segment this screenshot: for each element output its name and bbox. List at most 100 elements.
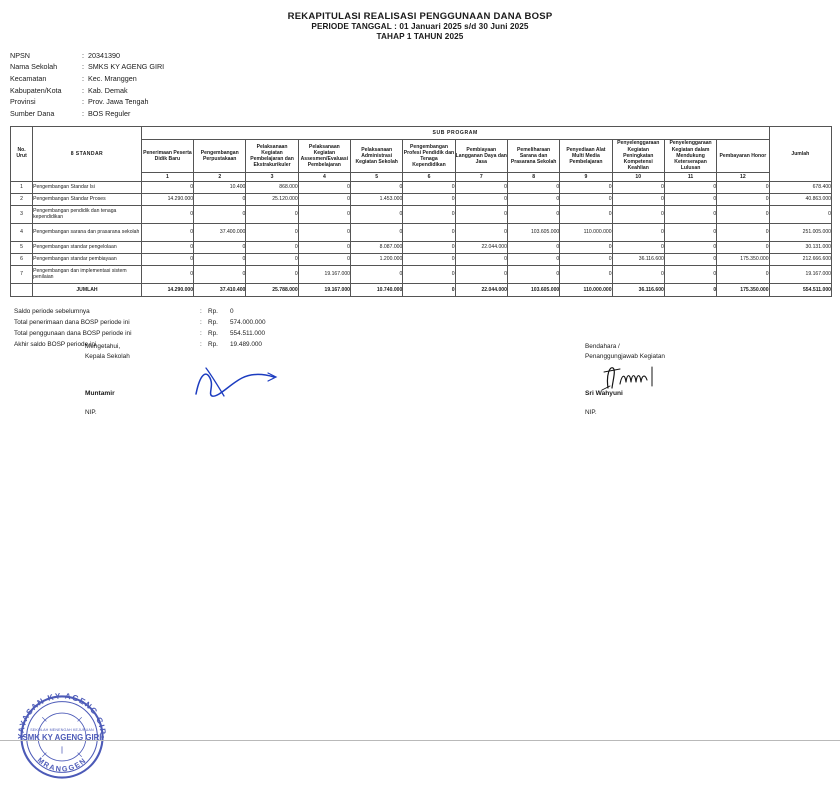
row-no: 4	[9, 222, 34, 242]
cell-col-9: 0	[559, 264, 613, 284]
signature-left-nip: NIP.	[85, 409, 97, 417]
cell-col-2: 10.400	[193, 180, 247, 194]
cell-col-12: 0	[716, 192, 770, 206]
summary-row-total-penggunaan: Total penggunaan dana BOSP periode ini :…	[14, 328, 840, 339]
summary-amount: 574.000.000	[230, 318, 266, 326]
cell-col-1: 0	[140, 252, 195, 266]
identity-colon: :	[82, 85, 84, 95]
cell-col-2: 37.400.000	[193, 222, 247, 242]
summary-colon: :	[200, 341, 202, 349]
header-jumlah: Jumlah	[768, 126, 833, 182]
total-col-12: 175.350.000	[716, 282, 770, 297]
cell-col-9: 0	[559, 180, 613, 194]
identity-label: NPSN	[10, 50, 30, 60]
row-no: 2	[9, 192, 34, 206]
row-no: 1	[9, 180, 34, 194]
identity-colon: :	[82, 97, 84, 107]
cell-col-8: 103.605.000	[506, 222, 561, 242]
cell-col-10: 36.116.600	[611, 252, 665, 266]
signature-area: Mengetahui, Kepala Sekolah Muntamir NIP.…	[0, 342, 840, 779]
cell-col-10: 0	[611, 204, 665, 224]
cell-col-10: 0	[611, 192, 665, 206]
total-col-7: 22.044.000	[454, 282, 508, 297]
identity-label: Kabupaten/Kota	[10, 85, 62, 95]
cell-col-3: 868.000	[245, 180, 299, 194]
cell-col-10: 0	[611, 264, 665, 284]
header-col-12: Pembayaran Honor	[716, 139, 770, 173]
row-standar-name: Pengembangan standar pembiayaan	[32, 252, 142, 266]
total-col-8: 103.605.000	[506, 282, 561, 297]
recap-table: No. Urut 8 STANDAR SUB PROGRAM Jumlah Pe…	[9, 126, 833, 297]
cell-col-11: 0	[663, 222, 718, 242]
cell-jumlah: 30.131.000	[768, 240, 833, 254]
cell-col-5: 1.453.000	[350, 192, 404, 206]
cell-col-12: 175.350.000	[716, 252, 770, 266]
summary-row-saldo-sebelumnya: Saldo periode sebelumnya : Rp. 0	[14, 306, 840, 317]
cell-col-6: 0	[402, 252, 456, 266]
cell-col-1: 0	[140, 204, 195, 224]
cell-col-3: 0	[245, 222, 299, 242]
colnum-2: 2	[193, 171, 247, 182]
cell-col-5: 0	[350, 180, 404, 194]
summary-amount: 0	[230, 307, 234, 315]
header-sub-program: SUB PROGRAM	[140, 126, 770, 141]
cell-col-8: 0	[506, 204, 561, 224]
header-col-9: Penyediaan Alat Multi Media Pembelajaran	[559, 139, 613, 173]
total-col-9: 110.000.000	[559, 282, 613, 297]
colnum-10: 10	[611, 171, 665, 182]
total-col-5: 10.740.000	[350, 282, 404, 297]
total-col-4: 19.167.000	[297, 282, 352, 297]
table-row: 4 Pengembangan sarana dan prasarana seko…	[9, 222, 833, 242]
cell-col-1: 0	[140, 264, 195, 284]
identity-value: Prov. Jawa Tengah	[88, 97, 149, 107]
signature-right-nip: NIP.	[585, 409, 597, 417]
header-col-3: Pelaksanaan Kegiatan Pembelajaran dan Ek…	[245, 139, 299, 173]
header-col-6: Pengembangan Profesi Pendidik dan Tenaga…	[402, 139, 456, 173]
cell-col-12: 0	[716, 204, 770, 224]
header-no-urut-line1: No.	[17, 147, 26, 154]
colnum-12: 12	[716, 171, 770, 182]
identity-row-npsn: NPSN : 20341390	[10, 50, 840, 62]
header-col-7: Pembiayaan Langganan Daya dan Jasa	[454, 139, 508, 173]
row-standar-name: Pengembangan sarana dan prasarana sekola…	[32, 222, 142, 242]
summary-colon: :	[200, 329, 202, 337]
table-row: 6 Pengembangan standar pembiayaan 0 0 0 …	[9, 252, 833, 266]
row-no: 6	[9, 252, 34, 266]
cell-col-8: 0	[506, 240, 561, 254]
cell-col-11: 0	[663, 204, 718, 224]
identity-label: Nama Sekolah	[10, 62, 58, 72]
identity-label: Kecamatan	[10, 73, 47, 83]
cell-col-11: 0	[663, 240, 718, 254]
stamp-bottom-text: MRANGGEN	[36, 755, 89, 773]
summary-label: Akhir saldo BOSP periode ini	[14, 341, 97, 349]
recap-table-wrapper: No. Urut 8 STANDAR SUB PROGRAM Jumlah Pe…	[0, 126, 840, 297]
colnum-8: 8	[506, 171, 561, 182]
cell-col-1: 0	[140, 222, 195, 242]
row-standar-name: Pengembangan pendidik dan tenaga kependi…	[32, 204, 142, 224]
cell-col-6: 0	[402, 204, 456, 224]
summary-currency: Rp.	[208, 307, 218, 315]
cell-col-10: 0	[611, 240, 665, 254]
cell-col-7: 0	[454, 204, 508, 224]
identity-colon: :	[82, 50, 84, 60]
cell-col-4: 0	[297, 180, 352, 194]
identity-colon: :	[82, 73, 84, 83]
signature-right-line2: Penanggungjawab Kegiatan	[585, 352, 665, 360]
header-col-1: Penerimaan Peserta Didik Baru	[140, 139, 195, 173]
cell-col-3: 0	[245, 204, 299, 224]
total-col-11: 0	[663, 282, 718, 297]
header-8-standar: 8 STANDAR	[32, 126, 142, 182]
cell-col-2: 0	[193, 204, 247, 224]
cell-col-6: 0	[402, 264, 456, 284]
row-no: 5	[9, 240, 34, 254]
colnum-5: 5	[350, 171, 404, 182]
summary-row-total-penerimaan: Total penerimaan dana BOSP periode ini :…	[14, 317, 840, 328]
handwritten-signature-right	[601, 366, 653, 391]
total-col-3: 25.788.000	[245, 282, 299, 297]
header-col-10: Penyelenggaraan Kegiatan Peningkatan Kom…	[611, 139, 665, 173]
cell-jumlah: 251.005.000	[768, 222, 833, 242]
colnum-1: 1	[140, 171, 195, 182]
cell-col-11: 0	[663, 192, 718, 206]
cell-col-7: 0	[454, 192, 508, 206]
summary-colon: :	[200, 307, 202, 315]
